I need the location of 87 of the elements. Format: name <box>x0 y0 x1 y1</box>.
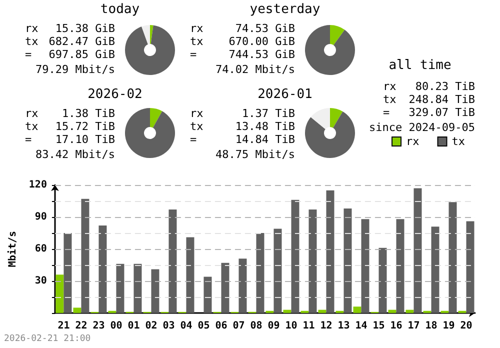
x-tick-label: 11 <box>302 320 315 332</box>
text: tx 682.47 GiB <box>25 35 115 48</box>
x-tick-label: 05 <box>198 320 210 332</box>
text: rx 80.23 TiB <box>383 80 475 93</box>
y-tick-label: 30 <box>34 276 47 286</box>
text: rx 15.38 GiB <box>25 22 115 35</box>
x-tick-label: 13 <box>338 320 350 332</box>
bar <box>116 264 124 313</box>
bar <box>406 310 414 313</box>
bar <box>353 306 362 313</box>
text: = 744.53 GiB <box>190 48 295 61</box>
x-tick-label: 04 <box>180 320 192 332</box>
bar <box>361 219 370 313</box>
bar <box>256 233 264 313</box>
chart-title: 2026-02 <box>88 87 142 102</box>
x-tick-label: 10 <box>285 320 298 332</box>
text: rx 1.37 TiB <box>190 107 295 120</box>
bar <box>448 202 457 313</box>
bar <box>81 198 90 313</box>
x-tick-label: 00 <box>110 320 122 332</box>
x-tick-label: 15 <box>372 320 385 332</box>
x-tick-label: 06 <box>215 320 228 332</box>
y-axis-title: Mbit/s <box>6 230 18 268</box>
x-tick-label: 21 <box>58 320 70 332</box>
legend-label: rx <box>406 135 420 148</box>
x-tick-label: 03 <box>162 320 175 332</box>
text: 74.02 Mbit/s <box>216 63 295 76</box>
bar <box>291 200 300 313</box>
text: = 329.07 TiB <box>383 106 475 119</box>
x-tick-label: 14 <box>355 320 368 332</box>
text: rx 1.38 TiB <box>25 107 115 120</box>
bar <box>431 226 440 313</box>
text: tx 15.72 TiB <box>25 120 115 133</box>
bar <box>283 310 292 313</box>
text: tx 248.84 TiB <box>383 93 475 106</box>
chart-title: 2026-01 <box>258 87 312 102</box>
legend-label: tx <box>452 135 466 148</box>
bar <box>98 226 107 313</box>
x-tick-label: 18 <box>425 320 438 332</box>
bar <box>238 258 247 313</box>
text: tx 670.00 GiB <box>190 35 295 48</box>
x-tick-label: 12 <box>320 320 332 332</box>
text: = 17.10 TiB <box>25 133 115 146</box>
bar <box>274 228 282 313</box>
y-tick-label: 120 <box>28 180 47 190</box>
x-tick-label: 02 <box>145 320 158 332</box>
text: 79.29 Mbit/s <box>36 63 115 76</box>
bar <box>204 276 212 313</box>
x-tick-label: 23 <box>92 320 105 332</box>
text: = 697.85 GiB <box>25 48 115 61</box>
chart-title: today <box>100 2 140 17</box>
bar <box>134 264 142 313</box>
bar <box>378 248 387 313</box>
chart-title: yesterday <box>250 2 320 17</box>
bar <box>388 310 396 313</box>
bar <box>56 274 64 313</box>
x-tick-label: 19 <box>442 320 455 332</box>
bar <box>168 210 177 313</box>
text: tx 13.48 TiB <box>190 120 295 133</box>
bar <box>344 208 352 313</box>
text: 48.75 Mbit/s <box>216 148 295 161</box>
text: 2026-02-21 21:00 <box>4 334 91 344</box>
x-tick-label: 01 <box>128 320 140 332</box>
text: rx 74.53 GiB <box>190 22 295 35</box>
x-tick-label: 09 <box>268 320 280 332</box>
bar <box>326 190 334 313</box>
x-tick-label: 16 <box>390 320 402 332</box>
x-tick-label: 08 <box>250 320 262 332</box>
bar <box>151 269 160 313</box>
x-tick-label: 22 <box>75 320 88 332</box>
x-tick-label: 17 <box>408 320 420 332</box>
text: all time <box>388 58 452 73</box>
bar <box>318 310 326 313</box>
bar <box>221 262 230 313</box>
y-tick-label: 60 <box>34 244 47 254</box>
bar <box>186 237 194 313</box>
bar <box>308 210 317 313</box>
text: = 14.84 TiB <box>190 133 295 146</box>
bar <box>414 188 422 313</box>
bar <box>396 219 404 313</box>
bar <box>73 308 82 313</box>
y-tick-label: 90 <box>34 212 47 222</box>
bar <box>64 233 72 313</box>
text: since 2024-09-05 <box>369 121 475 134</box>
x-tick-label: 20 <box>460 320 472 332</box>
text: 83.42 Mbit/s <box>36 148 115 161</box>
x-tick-label: 07 <box>232 320 245 332</box>
